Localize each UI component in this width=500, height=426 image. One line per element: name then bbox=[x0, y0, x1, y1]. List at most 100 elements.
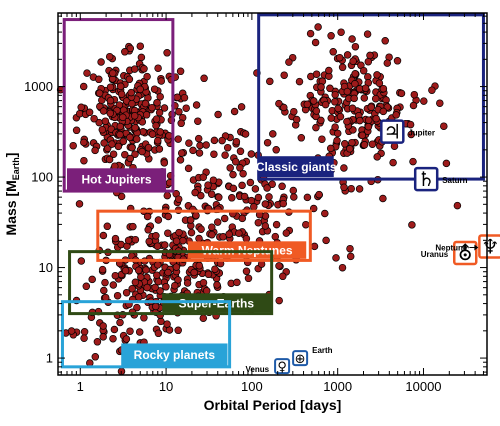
exoplanet-point bbox=[151, 283, 159, 292]
exoplanet-point bbox=[105, 52, 114, 61]
exoplanet-point bbox=[140, 65, 148, 73]
exoplanet-point bbox=[327, 114, 335, 122]
exoplanet-point bbox=[326, 144, 335, 153]
exoplanet-point bbox=[113, 291, 122, 300]
exoplanet-point bbox=[184, 164, 193, 173]
exoplanet-point bbox=[208, 230, 216, 239]
exoplanet-point bbox=[141, 99, 150, 108]
exoplanet-point bbox=[183, 279, 192, 287]
exoplanet-point bbox=[126, 327, 134, 335]
neptune-symbol-box bbox=[478, 234, 500, 259]
y-axis-title-sub: Earth bbox=[11, 157, 21, 180]
exoplanet-point bbox=[160, 104, 169, 112]
exoplanet-point bbox=[310, 242, 319, 251]
exoplanet-point bbox=[69, 141, 77, 150]
exoplanet-point bbox=[195, 261, 204, 270]
solar-system-planets: ♃ Jupiter ♄ Saturn ⛢ Uranus ♆ Neptune ⊕ Earth ♀ Ven… bbox=[246, 119, 500, 375]
exoplanet-point bbox=[157, 77, 166, 85]
exoplanet-point bbox=[332, 254, 340, 262]
exoplanet-point bbox=[156, 92, 164, 101]
exoplanet-point bbox=[95, 75, 103, 84]
exoplanet-point bbox=[266, 77, 274, 86]
exoplanet-point bbox=[106, 96, 115, 105]
exoplanet-point bbox=[138, 147, 146, 156]
exoplanet-point bbox=[154, 277, 163, 286]
exoplanet-point bbox=[340, 164, 348, 172]
exoplanet-point bbox=[247, 150, 256, 158]
exoplanet-point bbox=[420, 97, 428, 105]
exoplanet-point bbox=[122, 335, 131, 343]
exoplanet-point bbox=[162, 283, 170, 291]
exoplanet-point bbox=[210, 150, 218, 158]
exoplanet-point bbox=[325, 66, 333, 75]
exoplanet-point bbox=[80, 334, 88, 342]
classic-giants-region-box bbox=[257, 13, 485, 181]
exoplanet-point bbox=[189, 146, 197, 155]
exoplanet-point bbox=[359, 66, 368, 75]
exoplanet-point bbox=[137, 273, 145, 281]
exoplanet-point bbox=[128, 99, 136, 108]
exoplanet-point bbox=[368, 140, 377, 148]
exoplanet-point bbox=[98, 265, 107, 274]
x-tick-label: 1000 bbox=[323, 379, 352, 394]
exoplanet-point bbox=[348, 35, 356, 43]
exoplanet-point bbox=[85, 108, 94, 117]
exoplanet-point bbox=[442, 159, 451, 168]
venus-name-label: Venus bbox=[246, 365, 270, 374]
exoplanet-point bbox=[150, 85, 159, 93]
exoplanet-point bbox=[126, 44, 135, 53]
exoplanet-point bbox=[397, 89, 406, 98]
exoplanet-point bbox=[72, 126, 81, 135]
exoplanet-point bbox=[135, 328, 144, 336]
exoplanet-point bbox=[136, 85, 144, 94]
exoplanet-point bbox=[315, 190, 323, 199]
exoplanet-point bbox=[75, 200, 84, 208]
exoplanet-point bbox=[265, 193, 273, 201]
exoplanet-point bbox=[196, 141, 204, 150]
hot-jupiters-region-box bbox=[62, 18, 175, 193]
x-tick-label: 1 bbox=[77, 379, 84, 394]
exoplanet-point bbox=[156, 287, 164, 295]
exoplanet-point bbox=[133, 303, 141, 312]
exoplanet-point bbox=[349, 57, 357, 65]
neptune-symbol-icon: ♆ bbox=[481, 234, 499, 258]
exoplanet-point bbox=[79, 82, 88, 91]
exoplanet-point bbox=[236, 164, 244, 172]
exoplanet-point bbox=[136, 42, 145, 50]
exoplanet-point bbox=[155, 108, 164, 117]
exoplanet-point bbox=[143, 72, 151, 81]
exoplanet-point bbox=[191, 188, 199, 197]
exoplanet-point bbox=[171, 281, 179, 290]
exoplanet-point bbox=[126, 133, 134, 142]
exoplanet-point bbox=[101, 117, 110, 125]
exoplanet-point bbox=[350, 94, 358, 103]
exoplanet-point bbox=[334, 104, 342, 113]
earth-symbol-box bbox=[292, 350, 309, 367]
exoplanet-point bbox=[153, 242, 162, 250]
exoplanet-point bbox=[117, 90, 126, 98]
exoplanet-point bbox=[111, 271, 120, 280]
exoplanet-point bbox=[88, 275, 96, 284]
exoplanet-point bbox=[244, 274, 253, 283]
exoplanet-point bbox=[303, 100, 312, 109]
exoplanet-point bbox=[77, 103, 85, 112]
exoplanet-point bbox=[186, 216, 195, 224]
exoplanet-point bbox=[371, 94, 380, 103]
exoplanet-point bbox=[312, 107, 321, 115]
exoplanet-point bbox=[238, 214, 247, 223]
venus-symbol-box bbox=[274, 358, 291, 375]
exoplanet-point bbox=[247, 196, 256, 205]
exoplanet-point bbox=[122, 288, 131, 297]
y-axis-title-main: Mass [M bbox=[3, 180, 19, 235]
x-tick-label: 10000 bbox=[405, 379, 441, 394]
exoplanet-point bbox=[436, 99, 444, 107]
exoplanet-point bbox=[161, 241, 169, 249]
exoplanet-point bbox=[119, 137, 128, 146]
exoplanet-point bbox=[213, 218, 222, 226]
exoplanet-point bbox=[93, 338, 102, 346]
rocky-planets-label: Rocky planets bbox=[134, 348, 216, 362]
exoplanet-point bbox=[109, 281, 118, 289]
exoplanet-point bbox=[312, 70, 321, 78]
exoplanet-point bbox=[235, 229, 243, 237]
